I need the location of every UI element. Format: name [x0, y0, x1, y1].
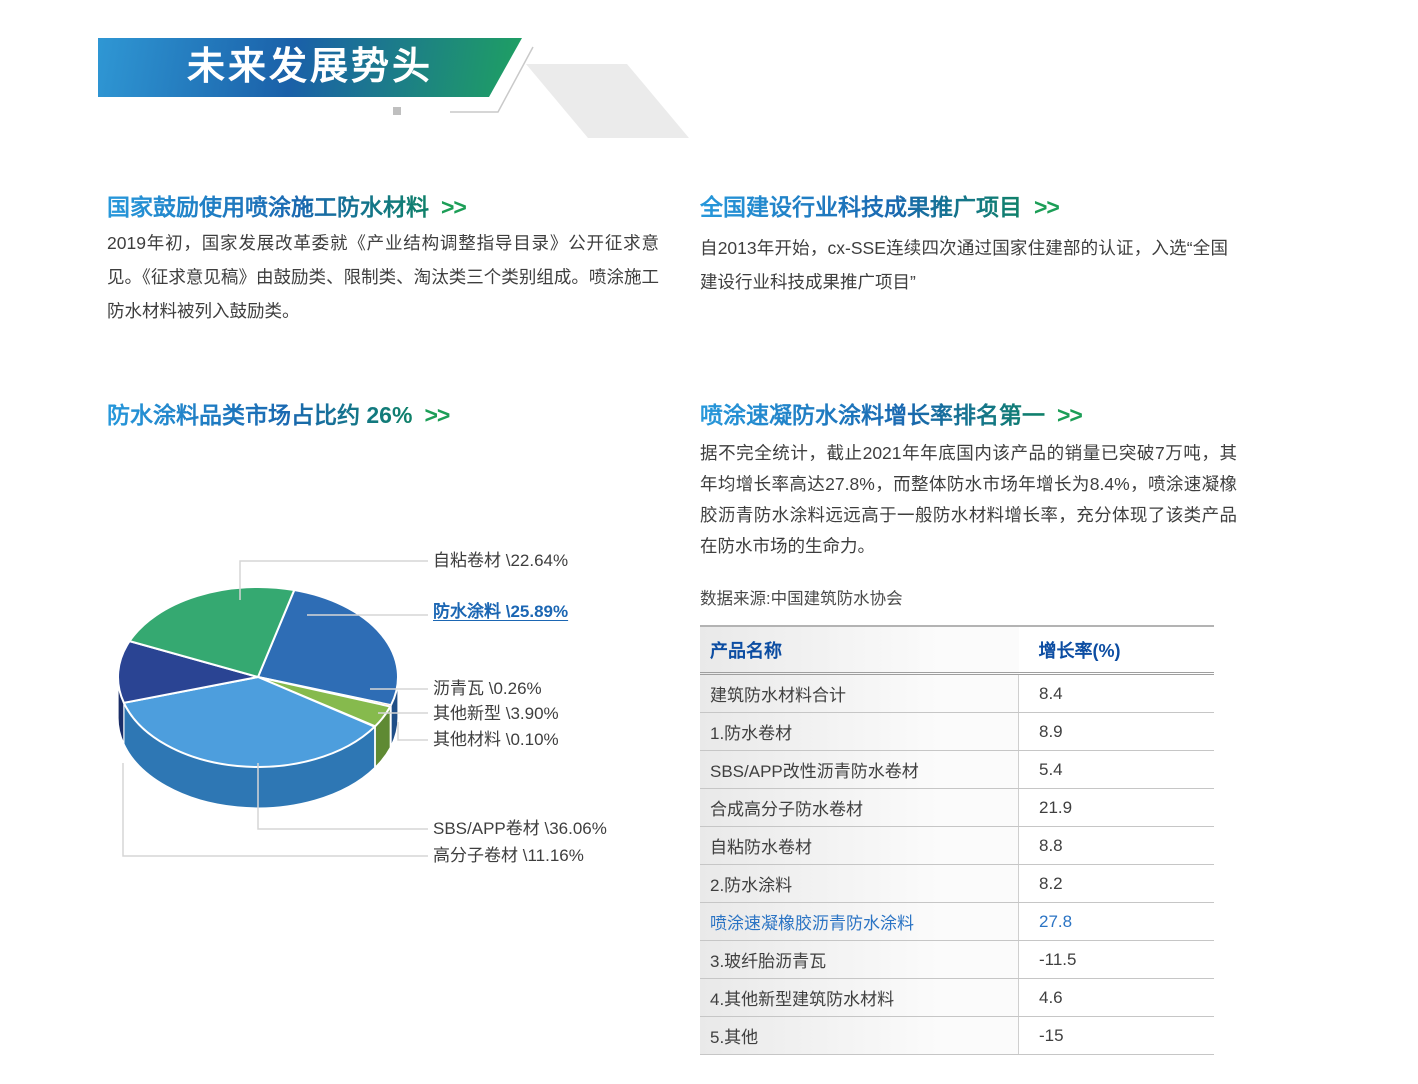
- chevron-right-icon: >>: [1057, 402, 1083, 428]
- column-header-growth: 增长率(%): [1018, 625, 1214, 675]
- section-title-growth[interactable]: 喷涂速凝防水涂料增长率排名第一 >>: [700, 396, 1083, 430]
- section-title-growth-text: 喷涂速凝防水涂料增长率排名第一: [700, 402, 1045, 428]
- pie-label-item: 高分子卷材 \11.16%: [433, 846, 584, 865]
- chevron-right-icon: >>: [441, 194, 467, 220]
- growth-rate-cell: 8.8: [1018, 826, 1214, 865]
- section-title-promotion-text: 全国建设行业科技成果推广项目: [700, 194, 1022, 220]
- pie-label-item: 其他新型 \3.90%: [433, 704, 559, 723]
- product-name-cell: 自粘防水卷材: [700, 826, 1019, 865]
- pie-label-item: SBS/APP卷材 \36.06%: [433, 819, 607, 838]
- page-title: 未来发展势头: [186, 46, 433, 88]
- decor-parallelogram: [526, 64, 689, 138]
- column-header-product: 产品名称: [700, 625, 1019, 675]
- section-body-promotion: 自2013年开始，cx-SSE连续四次通过国家住建部的认证，入选“全国建设行业科…: [700, 238, 1228, 292]
- section-title-market-text: 防水涂料品类市场占比约 26%: [107, 402, 413, 428]
- growth-rate-cell: 27.8: [1018, 902, 1214, 941]
- pie-label-item: 沥青瓦 \0.26%: [433, 679, 542, 698]
- market-share-pie-chart: [117, 560, 428, 857]
- product-name-cell: 建筑防水材料合计: [700, 673, 1019, 713]
- table-row: 5.其他 -15: [700, 1016, 1214, 1055]
- table-header-row: 产品名称 增长率(%): [700, 625, 1214, 675]
- product-name-cell: 3.玻纤胎沥青瓦: [700, 940, 1019, 979]
- chevron-right-icon: >>: [1034, 194, 1060, 220]
- pie-label-highlight[interactable]: 防水涂料 \25.89%: [433, 602, 569, 621]
- section-body-growth: 据不完全统计，截止2021年年底国内该产品的销量已突破7万吨，其年均增长率高达2…: [700, 443, 1237, 556]
- table-row: 4.其他新型建筑防水材料 4.6: [700, 978, 1214, 1017]
- product-name-cell: 1.防水卷材: [700, 712, 1019, 751]
- pie-slice: [117, 640, 259, 704]
- table-row: 2.防水涂料 8.2: [700, 864, 1214, 903]
- pie-slice: [122, 676, 376, 768]
- growth-rate-cell: 5.4: [1018, 750, 1214, 789]
- growth-rate-table: 产品名称 增长率(%) 建筑防水材料合计 8.4 1.防水卷材 8.9 SBS/APP改…: [700, 625, 1214, 1055]
- pie-leader-line: [122, 763, 428, 857]
- section-title-promotion[interactable]: 全国建设行业科技成果推广项目 >>: [700, 188, 1060, 222]
- section-body-policy: 2019年初，国家发展改革委就《产业结构调整指导目录》公开征求意见。《征求意见稿…: [107, 233, 659, 321]
- pie-label-item: 其他材料 \0.10%: [433, 730, 559, 749]
- product-name-cell: 合成高分子防水卷材: [700, 788, 1019, 827]
- growth-rate-cell: 21.9: [1018, 788, 1214, 827]
- page-banner: 未来发展势头: [98, 38, 522, 97]
- product-name-cell: 2.防水涂料: [700, 864, 1019, 903]
- table-row: 自粘防水卷材 8.8: [700, 826, 1214, 865]
- pie-leader-line: [239, 560, 428, 600]
- table-row: 喷涂速凝橡胶沥青防水涂料 27.8: [700, 902, 1214, 941]
- pie-label-item: 自粘卷材 \22.64%: [433, 551, 569, 570]
- growth-rate-cell: -11.5: [1018, 940, 1214, 979]
- decor-square: [393, 107, 401, 115]
- pie-leader-line: [397, 722, 428, 741]
- section-title-market[interactable]: 防水涂料品类市场占比约 26% >>: [107, 396, 450, 430]
- chevron-right-icon: >>: [424, 402, 450, 428]
- table-row: 合成高分子防水卷材 21.9: [700, 788, 1214, 827]
- data-source-note: 数据来源:中国建筑防水协会: [700, 590, 903, 608]
- table-row: SBS/APP改性沥青防水卷材 5.4: [700, 750, 1214, 789]
- product-name-cell: SBS/APP改性沥青防水卷材: [700, 750, 1019, 789]
- pie-leader-line: [257, 763, 428, 830]
- section-title-policy-text: 国家鼓励使用喷涂施工防水材料: [107, 194, 429, 220]
- growth-rate-cell: -15: [1018, 1016, 1214, 1055]
- product-name-cell: 喷涂速凝橡胶沥青防水涂料: [700, 902, 1019, 941]
- section-title-policy[interactable]: 国家鼓励使用喷涂施工防水材料 >>: [107, 188, 467, 222]
- growth-rate-cell: 8.9: [1018, 712, 1214, 751]
- growth-rate-cell: 8.4: [1018, 673, 1214, 713]
- product-name-cell: 5.其他: [700, 1016, 1019, 1055]
- decor-outline: [450, 46, 534, 113]
- table-row: 建筑防水材料合计 8.4: [700, 673, 1214, 713]
- product-name-cell: 4.其他新型建筑防水材料: [700, 978, 1019, 1017]
- growth-rate-cell: 8.2: [1018, 864, 1214, 903]
- pie-slice: [128, 586, 296, 678]
- banner-decor-shapes: [450, 46, 689, 138]
- table-row: 1.防水卷材 8.9: [700, 712, 1214, 751]
- growth-rate-cell: 4.6: [1018, 978, 1214, 1017]
- table-row: 3.玻纤胎沥青瓦 -11.5: [700, 940, 1214, 979]
